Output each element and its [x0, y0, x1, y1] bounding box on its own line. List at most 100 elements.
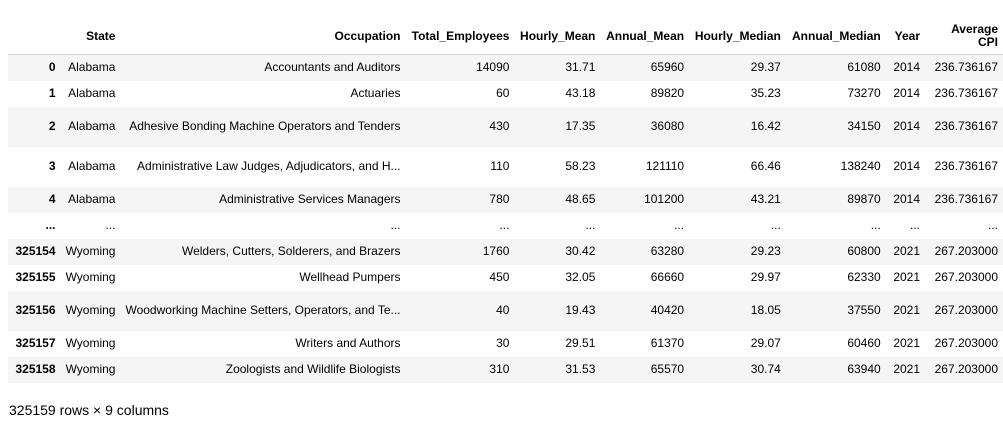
year-cell: 2014	[893, 86, 921, 100]
annual-mean-cell: ...	[674, 218, 685, 232]
hourly-mean-cell: 30.42	[565, 244, 596, 258]
annual-median-cell: 62330	[847, 270, 881, 284]
total-employees-cell: 40	[496, 303, 510, 317]
state-cell: Alabama	[68, 192, 116, 206]
row-index: 3	[48, 159, 56, 173]
column-header-annual-mean: Annual_Mean	[600, 18, 690, 55]
average-cpi-cell: 267.203000	[934, 336, 998, 350]
average-cpi-cell: 236.736167	[934, 119, 998, 133]
hourly-median-cell: ...	[770, 218, 781, 232]
hourly-mean-cell: 32.05	[565, 270, 596, 284]
average-cpi-cell: 236.736167	[934, 60, 998, 75]
total-employees-cell: 14090	[476, 60, 510, 75]
row-index: 2	[48, 119, 56, 133]
table-row: 1 Alabama Actuaries 60 43.18 89820 35.23 73270 2…	[8, 80, 1003, 107]
occupation-cell: Actuaries	[350, 86, 401, 100]
average-cpi-cell: 236.736167	[934, 192, 998, 206]
occupation-cell: Administrative Services Managers	[219, 192, 401, 206]
total-employees-cell: 780	[489, 192, 510, 206]
hourly-median-cell: 18.05	[750, 303, 781, 317]
state-cell: Wyoming	[65, 244, 116, 258]
state-cell: Wyoming	[65, 270, 116, 284]
annual-median-cell: 34150	[847, 119, 881, 133]
year-cell: 2021	[893, 270, 921, 284]
occupation-cell: Adhesive Bonding Machine Operators and T…	[129, 119, 401, 133]
year-cell: 2021	[893, 244, 921, 258]
hourly-mean-cell: 19.43	[565, 303, 596, 317]
state-cell: Alabama	[68, 86, 116, 100]
state-cell: Alabama	[68, 60, 116, 75]
total-employees-cell: ...	[499, 218, 510, 232]
annual-mean-cell: 63280	[650, 244, 685, 258]
average-cpi-cell: 236.736167	[934, 159, 998, 173]
hourly-median-cell: 66.46	[750, 159, 781, 173]
state-cell: Wyoming	[65, 303, 116, 317]
occupation-cell: Welders, Cutters, Solderers, and Brazers	[181, 244, 401, 258]
total-employees-cell: 30	[496, 336, 510, 350]
average-cpi-cell: 267.203000	[934, 303, 998, 317]
row-index: 325158	[15, 362, 56, 376]
state-cell: Wyoming	[65, 362, 116, 376]
table-row: 325156 Wyoming Woodworking Machine Setters…	[8, 290, 1003, 331]
state-cell: Alabama	[68, 119, 116, 133]
year-cell: 2021	[893, 303, 921, 317]
average-cpi-cell: 267.203000	[934, 270, 998, 284]
total-employees-cell: 110	[490, 159, 510, 173]
annual-mean-cell: 36080	[650, 119, 685, 133]
column-header-hourly-median: Hourly_Median	[689, 18, 786, 55]
occupation-cell: Wellhead Pumpers	[299, 270, 401, 284]
year-cell: 2021	[893, 336, 921, 350]
row-index: ...	[45, 218, 56, 232]
table-row: 325157 Wyoming Writers and Authors 30 29.51 6…	[8, 330, 1003, 357]
row-index: 325156	[15, 303, 56, 317]
occupation-cell: Administrative Law Judges, Adjudicators,…	[137, 159, 401, 173]
column-header-total-employees: Total_Employees	[405, 18, 515, 55]
hourly-median-cell: 30.74	[750, 362, 781, 376]
annual-median-cell: 73270	[847, 86, 881, 100]
table-row: 0 Alabama Accountants and Auditors 14090 31.…	[8, 54, 1003, 81]
row-index: 325157	[15, 336, 56, 350]
year-cell: 2021	[893, 362, 921, 376]
table-row: 325155 Wyoming Wellhead Pumpers 450 32.05 666…	[8, 264, 1003, 291]
annual-mean-cell: 121110	[645, 159, 685, 173]
hourly-mean-cell: 58.23	[565, 159, 596, 173]
year-cell: 2014	[893, 60, 921, 75]
year-cell: 2014	[893, 192, 921, 206]
annual-median-cell: 60800	[847, 244, 881, 258]
column-header-year: Year	[885, 18, 926, 55]
total-employees-cell: 1760	[482, 244, 510, 258]
occupation-cell: Writers and Authors	[295, 336, 401, 350]
occupation-cell: Accountants and Auditors	[264, 60, 401, 75]
annual-median-cell: 89870	[847, 192, 881, 206]
average-cpi-cell: 267.203000	[934, 362, 998, 376]
hourly-median-cell: 29.37	[750, 60, 781, 75]
total-employees-cell: 430	[489, 119, 510, 133]
table-row: 3 Alabama Administrative Law Judges, Adjud…	[8, 146, 1003, 187]
column-header-annual-median: Annual_Median	[785, 18, 886, 55]
column-header-state: State	[60, 18, 121, 55]
total-employees-cell: 310	[489, 362, 510, 376]
average-cpi-cell: ...	[987, 218, 998, 232]
row-count-footer: 325159 rows × 9 columns	[9, 402, 169, 418]
year-cell: 2014	[893, 159, 921, 173]
hourly-median-cell: 29.97	[750, 270, 781, 284]
hourly-mean-cell: 17.35	[565, 119, 596, 133]
state-cell: Alabama	[68, 159, 116, 173]
annual-median-cell: ...	[870, 218, 881, 232]
occupation-cell: Zoologists and Wildlife Biologists	[225, 362, 401, 376]
annual-mean-cell: 61370	[650, 336, 685, 350]
state-cell: Wyoming	[65, 336, 116, 350]
annual-mean-cell: 89820	[650, 86, 685, 100]
table-row: 4 Alabama Administrative Services Managers…	[8, 186, 1003, 213]
annual-median-cell: 61080	[847, 60, 881, 75]
hourly-mean-cell: 29.51	[565, 336, 596, 350]
annual-mean-cell: 40420	[650, 303, 685, 317]
row-index: 325155	[15, 270, 56, 284]
state-cell: ...	[105, 218, 116, 232]
table-row: 325158 Wyoming Zoologists and Wildlife Bio…	[8, 356, 1003, 383]
total-employees-cell: 450	[489, 270, 510, 284]
annual-mean-cell: 101200	[644, 192, 685, 206]
column-header-hourly-mean: Hourly_Mean	[514, 18, 601, 55]
annual-mean-cell: 65960	[650, 60, 685, 75]
annual-mean-cell: 66660	[650, 270, 685, 284]
